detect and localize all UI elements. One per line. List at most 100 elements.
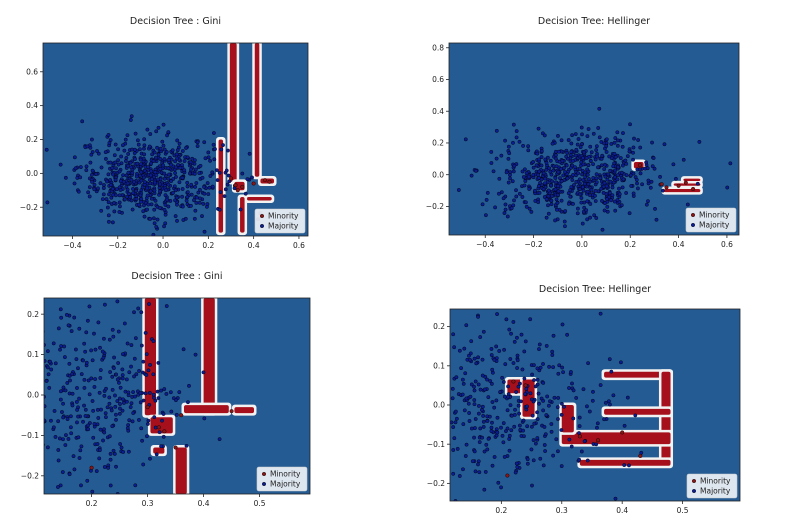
majority-point: [164, 304, 169, 308]
majority-point: [491, 169, 496, 174]
majority-point: [170, 148, 175, 153]
majority-point: [134, 174, 139, 179]
majority-point: [558, 176, 562, 181]
majority-point: [134, 197, 139, 201]
majority-point: [176, 163, 180, 167]
minority-region: [246, 197, 272, 201]
majority-point: [247, 151, 252, 156]
majority-point: [553, 218, 557, 223]
majority-point: [10, 369, 13, 372]
majority-point: [194, 201, 199, 205]
majority-point: [519, 332, 524, 337]
majority-point: [541, 171, 546, 176]
majority-point: [640, 182, 645, 187]
majority-point: [485, 377, 489, 382]
majority-point: [618, 156, 623, 160]
majority-point: [588, 202, 593, 206]
majority-point: [607, 154, 612, 159]
majority-point: [117, 396, 122, 401]
majority-point: [487, 414, 492, 419]
majority-point: [107, 434, 112, 439]
majority-point: [111, 448, 116, 453]
majority-point: [94, 172, 99, 176]
majority-point: [11, 341, 14, 344]
majority-point: [605, 197, 609, 201]
majority-point: [506, 144, 511, 149]
majority-point: [466, 401, 471, 406]
majority-point: [536, 391, 541, 396]
majority-point: [631, 191, 636, 196]
majority-point: [423, 480, 426, 483]
legend-box: [686, 473, 738, 499]
majority-point: [82, 403, 86, 408]
majority-point: [90, 137, 94, 142]
majority-point: [560, 401, 564, 406]
majority-point: [117, 185, 122, 190]
majority-point: [428, 462, 431, 465]
majority-point: [139, 426, 144, 431]
majority-point: [559, 198, 564, 203]
majority-point: [521, 418, 526, 423]
majority-point: [166, 204, 171, 209]
majority-point: [152, 221, 157, 226]
majority-point: [222, 194, 227, 199]
majority-point: [579, 200, 584, 205]
majority-point: [497, 191, 501, 196]
majority-point: [582, 150, 586, 155]
majority-point: [202, 191, 207, 196]
majority-point: [590, 398, 595, 403]
majority-point: [593, 188, 598, 193]
majority-point: [442, 417, 445, 420]
majority-point: [194, 181, 199, 185]
majority-point: [559, 138, 564, 143]
minority-point: [511, 379, 516, 384]
majority-point: [79, 372, 84, 377]
majority-point: [619, 360, 623, 365]
majority-point: [580, 221, 585, 226]
majority-point: [556, 371, 561, 376]
majority-point: [66, 437, 71, 441]
majority-point: [138, 157, 143, 162]
x-tick-label: 0.5: [254, 499, 266, 508]
majority-point: [79, 483, 83, 488]
majority-point: [429, 412, 432, 415]
x-tick-label: 0.0: [157, 241, 169, 250]
majority-point: [78, 165, 83, 170]
majority-point: [613, 496, 618, 501]
majority-point: [629, 184, 634, 188]
decision-regions: [142, 298, 257, 494]
majority-point: [576, 171, 581, 176]
minority-region: [229, 43, 237, 182]
majority-point: [162, 387, 167, 391]
minority-point: [659, 182, 664, 187]
majority-point: [461, 422, 466, 427]
majority-point: [514, 188, 518, 193]
majority-point: [505, 426, 510, 431]
majority-point: [581, 178, 586, 183]
majority-point: [609, 198, 614, 203]
majority-point: [611, 304, 614, 307]
majority-point: [106, 200, 111, 205]
majority-point: [119, 154, 124, 159]
majority-point: [107, 141, 112, 145]
majority-point: [125, 341, 130, 346]
majority-point: [539, 177, 544, 182]
majority-point: [173, 198, 177, 203]
majority-point: [586, 182, 591, 186]
majority-point: [126, 423, 131, 428]
majority-point: [151, 372, 156, 377]
majority-point: [412, 369, 415, 372]
majority-point: [113, 178, 118, 182]
majority-point: [410, 428, 413, 431]
majority-point: [414, 399, 417, 402]
majority-point: [134, 372, 139, 377]
majority-point: [85, 318, 90, 323]
majority-point: [568, 188, 573, 193]
majority-point: [192, 198, 196, 203]
majority-point: [569, 444, 574, 449]
majority-point: [606, 172, 611, 177]
majority-point: [455, 446, 460, 451]
majority-point: [148, 132, 153, 136]
majority-point: [13, 456, 16, 459]
